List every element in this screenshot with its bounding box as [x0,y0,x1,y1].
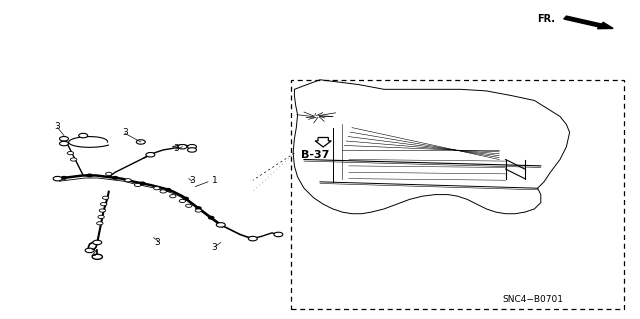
Text: FR.: FR. [538,14,556,24]
Circle shape [165,189,170,191]
Circle shape [67,152,74,155]
Text: 3: 3 [122,128,127,137]
Circle shape [209,217,214,219]
Circle shape [274,232,283,237]
Text: 3: 3 [173,144,179,153]
Text: 3: 3 [55,122,60,130]
Text: 3: 3 [154,238,159,247]
Circle shape [98,215,104,219]
Circle shape [79,133,88,138]
Circle shape [125,179,131,182]
Circle shape [248,236,257,241]
Circle shape [178,145,187,149]
Text: B-37: B-37 [301,150,330,160]
Circle shape [93,240,102,245]
Text: SNC4−B0701: SNC4−B0701 [502,295,563,304]
Circle shape [134,183,141,187]
Circle shape [183,197,188,200]
Circle shape [87,174,92,177]
Circle shape [113,177,118,179]
Circle shape [97,222,103,225]
Circle shape [136,140,145,144]
Circle shape [140,182,145,185]
Bar [291,80,624,309]
Circle shape [188,148,196,152]
Circle shape [146,152,155,157]
Circle shape [170,195,176,198]
Circle shape [195,209,202,212]
Text: 2: 2 [90,249,95,258]
Circle shape [100,203,107,206]
Text: 3: 3 [189,176,195,185]
Circle shape [179,199,186,203]
Text: 3: 3 [212,243,217,252]
Circle shape [61,177,67,179]
Circle shape [60,137,68,141]
Text: 1: 1 [212,176,217,185]
Circle shape [186,204,192,207]
Circle shape [92,254,102,259]
Circle shape [102,196,109,199]
Circle shape [188,145,196,149]
Circle shape [60,141,68,146]
Circle shape [70,158,77,161]
Circle shape [85,248,94,253]
Polygon shape [315,137,332,147]
Circle shape [106,172,112,175]
Circle shape [154,187,160,190]
Circle shape [216,223,225,227]
Circle shape [196,207,201,209]
Circle shape [99,209,106,212]
Circle shape [53,176,62,181]
Circle shape [160,190,166,193]
FancyArrow shape [564,16,613,29]
